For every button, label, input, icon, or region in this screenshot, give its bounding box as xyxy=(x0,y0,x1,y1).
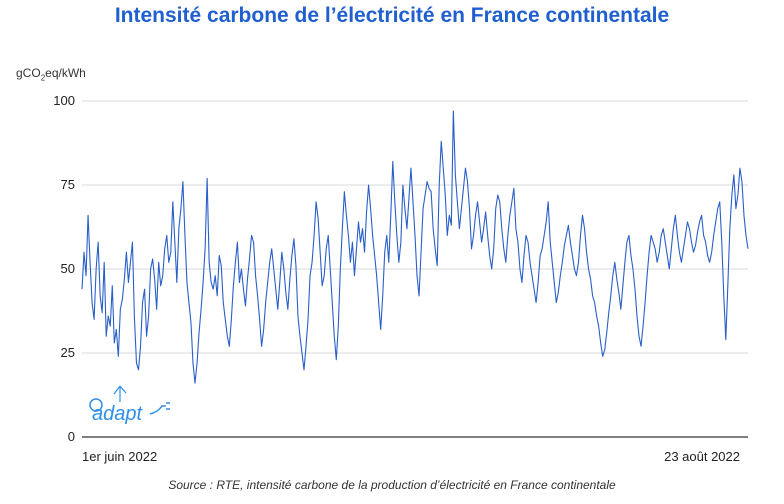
y-tick-label: 100 xyxy=(53,93,75,108)
y-tick-label: 75 xyxy=(61,177,75,192)
logo-text: adapt xyxy=(92,403,143,425)
y-unit-subscript: 2 xyxy=(40,73,46,83)
logo-blade xyxy=(119,385,127,394)
x-tick-label: 1er juin 2022 xyxy=(82,449,157,464)
source-note: Source : RTE, intensité carbone de la pr… xyxy=(168,478,616,492)
logo-blade xyxy=(113,385,121,395)
adapt-logo: adapt xyxy=(89,385,170,425)
y-tick-label: 50 xyxy=(61,261,75,276)
logo-sun-icon xyxy=(89,398,103,412)
x-tick-label: 23 août 2022 xyxy=(664,449,740,464)
x-axis-ticks: 1er juin 2022 23 août 2022 xyxy=(82,449,740,464)
series-line-carbon-intensity xyxy=(81,110,749,384)
y-tick-label: 25 xyxy=(61,345,75,360)
y-tick-label: 0 xyxy=(68,429,75,444)
y-axis-unit-label: gCO2eq/kWh xyxy=(16,66,86,82)
logo-plug-icon xyxy=(149,402,170,415)
y-unit-suffix: eq/kWh xyxy=(45,66,86,80)
y-unit-prefix: gCO xyxy=(16,66,41,80)
chart-title: Intensité carbone de l’électricité en Fr… xyxy=(114,4,670,27)
y-axis-ticks: 0 25 50 75 100 xyxy=(53,93,75,444)
